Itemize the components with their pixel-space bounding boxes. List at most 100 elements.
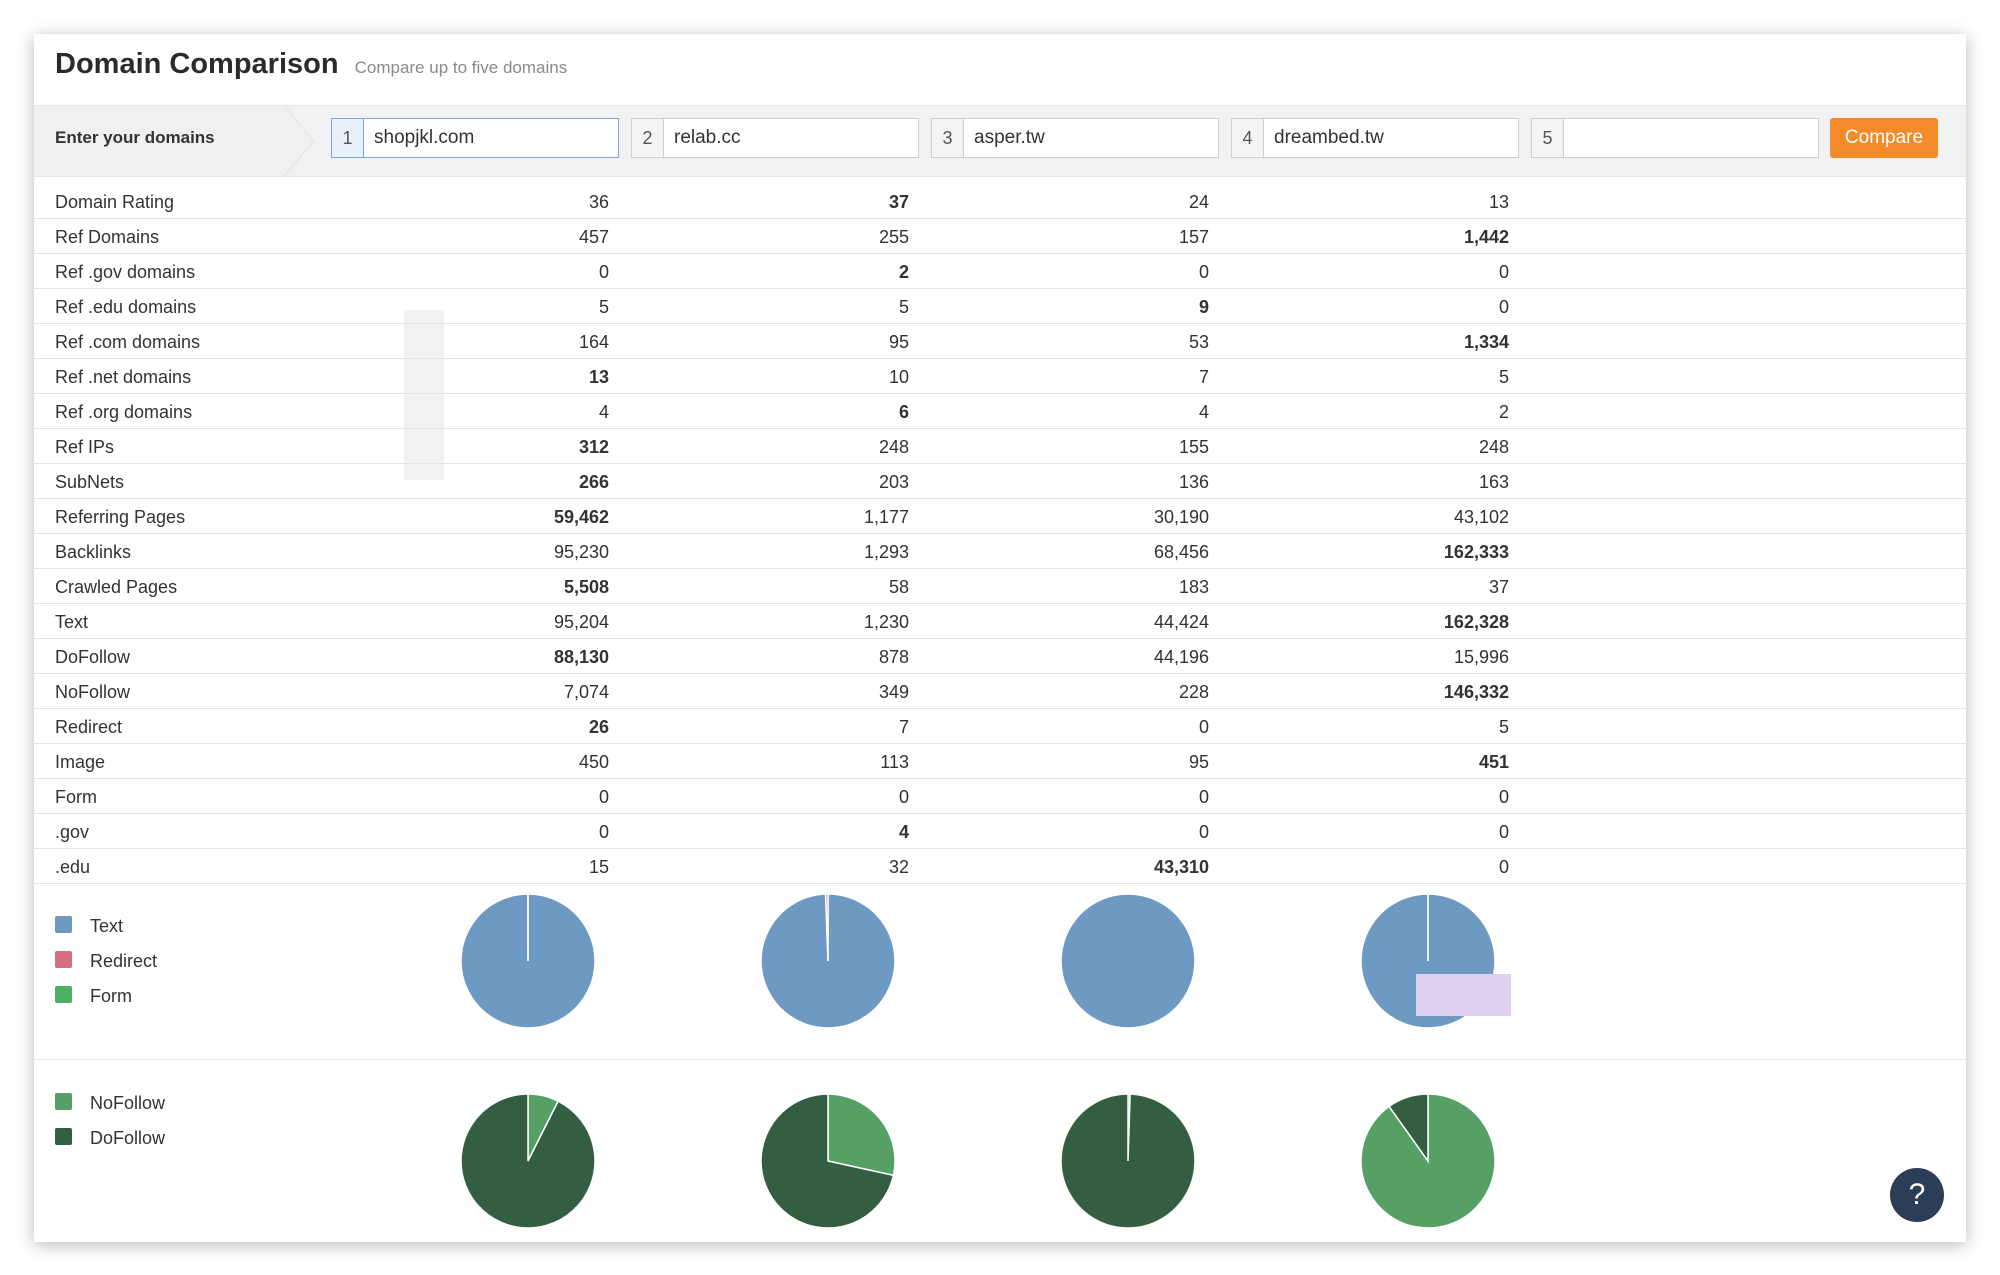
metric-row: Ref Domains 457 255 157 1,442 — [34, 219, 1966, 254]
metric-value: 5 — [1498, 717, 1509, 737]
pie-slice — [460, 1093, 596, 1229]
domain-input-label: Enter your domains — [55, 128, 215, 147]
domain-comparison-panel: Domain Comparison Compare up to five dom… — [34, 34, 1966, 1242]
metric-label: .edu — [55, 857, 91, 877]
metric-value: 88,130 — [553, 647, 609, 667]
pie-chart — [760, 1093, 896, 1229]
domain-input-2[interactable]: 2 — [631, 118, 919, 158]
metric-value: 136 — [1178, 472, 1209, 492]
page-subtitle: Compare up to five domains — [354, 58, 568, 77]
metric-value: 1,293 — [863, 542, 909, 562]
metric-label: Backlinks — [55, 542, 132, 562]
metric-label: Ref IPs — [55, 437, 115, 457]
metric-value: 30,190 — [1153, 507, 1209, 527]
section-divider — [34, 1059, 1966, 1060]
domain-field-4[interactable] — [1264, 119, 1518, 157]
metric-value: 13 — [1488, 192, 1509, 212]
domain-input-4[interactable]: 4 — [1231, 118, 1519, 158]
metric-value: 68,456 — [1153, 542, 1209, 562]
metric-value: 255 — [878, 227, 909, 247]
metric-value: 164 — [578, 332, 609, 352]
metric-row: Backlinks 95,230 1,293 68,456 162,333 — [34, 534, 1966, 569]
page-title: Domain Comparison — [55, 48, 339, 80]
metric-value: 7,074 — [563, 682, 609, 702]
domain-field-5[interactable] — [1564, 119, 1818, 157]
domain-input-label-box: Enter your domains — [34, 106, 294, 176]
metric-value: 95 — [888, 332, 909, 352]
domain-field-3[interactable] — [964, 119, 1218, 157]
metric-value: 0 — [1498, 297, 1509, 317]
legend-label: DoFollow — [90, 1128, 166, 1148]
legend-label: Form — [90, 986, 132, 1006]
pie-chart — [460, 1093, 596, 1229]
pie-chart — [1060, 893, 1196, 1029]
domain-input-1[interactable]: 1 — [331, 118, 619, 158]
metric-value: 43,310 — [1153, 857, 1209, 877]
metric-value: 0 — [1198, 717, 1209, 737]
metric-value: 10 — [888, 367, 909, 387]
metric-value: 451 — [1478, 752, 1509, 772]
metric-value: 6 — [898, 402, 909, 422]
metric-value: 2 — [1498, 402, 1509, 422]
header: Domain Comparison Compare up to five dom… — [55, 48, 567, 88]
metric-value: 0 — [1498, 857, 1509, 877]
pie-slice — [1060, 893, 1196, 1029]
metric-row: Redirect 26 7 0 5 — [34, 709, 1966, 744]
metric-value: 4 — [1198, 402, 1209, 422]
metric-value: 13 — [588, 367, 609, 387]
metric-value: 0 — [598, 262, 609, 282]
help-button[interactable]: ? — [1890, 1168, 1944, 1222]
metric-row: Ref .com domains 164 95 53 1,334 — [34, 324, 1966, 359]
domain-field-2[interactable] — [664, 119, 918, 157]
metric-row: .edu 15 32 43,310 0 — [34, 849, 1966, 884]
metric-value: 24 — [1188, 192, 1209, 212]
metric-value: 4 — [598, 402, 609, 422]
metric-value: 0 — [1198, 787, 1209, 807]
metric-label: Ref .org domains — [55, 402, 193, 422]
metric-value: 203 — [878, 472, 909, 492]
legend-swatch — [55, 1093, 72, 1110]
metric-value: 878 — [878, 647, 909, 667]
metric-row: Ref .gov domains 0 2 0 0 — [34, 254, 1966, 289]
legend-swatch — [55, 1128, 72, 1145]
metric-value: 26 — [588, 717, 609, 737]
metric-row: Ref .edu domains 5 5 9 0 — [34, 289, 1966, 324]
legend-label: Text — [90, 916, 124, 936]
domain-input-5-number: 5 — [1532, 119, 1564, 157]
metric-row: Text 95,204 1,230 44,424 162,328 — [34, 604, 1966, 639]
metric-value: 1,230 — [863, 612, 909, 632]
metric-label: Ref .gov domains — [55, 262, 196, 282]
blank-highlight — [404, 310, 444, 480]
metric-label: Redirect — [55, 717, 123, 737]
metric-label: Text — [55, 612, 89, 632]
metric-row: Ref IPs 312 248 155 248 — [34, 429, 1966, 464]
metric-value: 0 — [598, 822, 609, 842]
legend-swatch — [55, 916, 72, 933]
domain-input-5[interactable]: 5 — [1531, 118, 1819, 158]
metric-value: 4 — [898, 822, 909, 842]
metric-value: 9 — [1198, 297, 1209, 317]
metric-value: 58 — [888, 577, 909, 597]
pie-slice — [827, 1093, 896, 1177]
pie-chart — [460, 893, 596, 1029]
metric-row: Referring Pages 59,462 1,177 30,190 43,102 — [34, 499, 1966, 534]
pie-slice — [760, 1093, 895, 1229]
compare-button[interactable]: Compare — [1830, 118, 1938, 158]
metric-value: 0 — [1498, 262, 1509, 282]
domain-input-3[interactable]: 3 — [931, 118, 1219, 158]
domain-input-3-number: 3 — [932, 119, 964, 157]
metric-label: Ref .edu domains — [55, 297, 197, 317]
metric-value: 0 — [1198, 262, 1209, 282]
metric-label: Ref .com domains — [55, 332, 201, 352]
metric-row: Image 450 113 95 451 — [34, 744, 1966, 779]
metric-value: 0 — [598, 787, 609, 807]
domain-field-1[interactable] — [364, 119, 618, 157]
metric-value: 32 — [888, 857, 909, 877]
metric-label: Ref .net domains — [55, 367, 192, 387]
metric-value: 450 — [578, 752, 609, 772]
domain-input-1-number: 1 — [332, 119, 364, 157]
metric-value: 248 — [1478, 437, 1509, 457]
metric-value: 44,196 — [1153, 647, 1209, 667]
metric-row: Crawled Pages 5,508 58 183 37 — [34, 569, 1966, 604]
metric-label: DoFollow — [55, 647, 131, 667]
